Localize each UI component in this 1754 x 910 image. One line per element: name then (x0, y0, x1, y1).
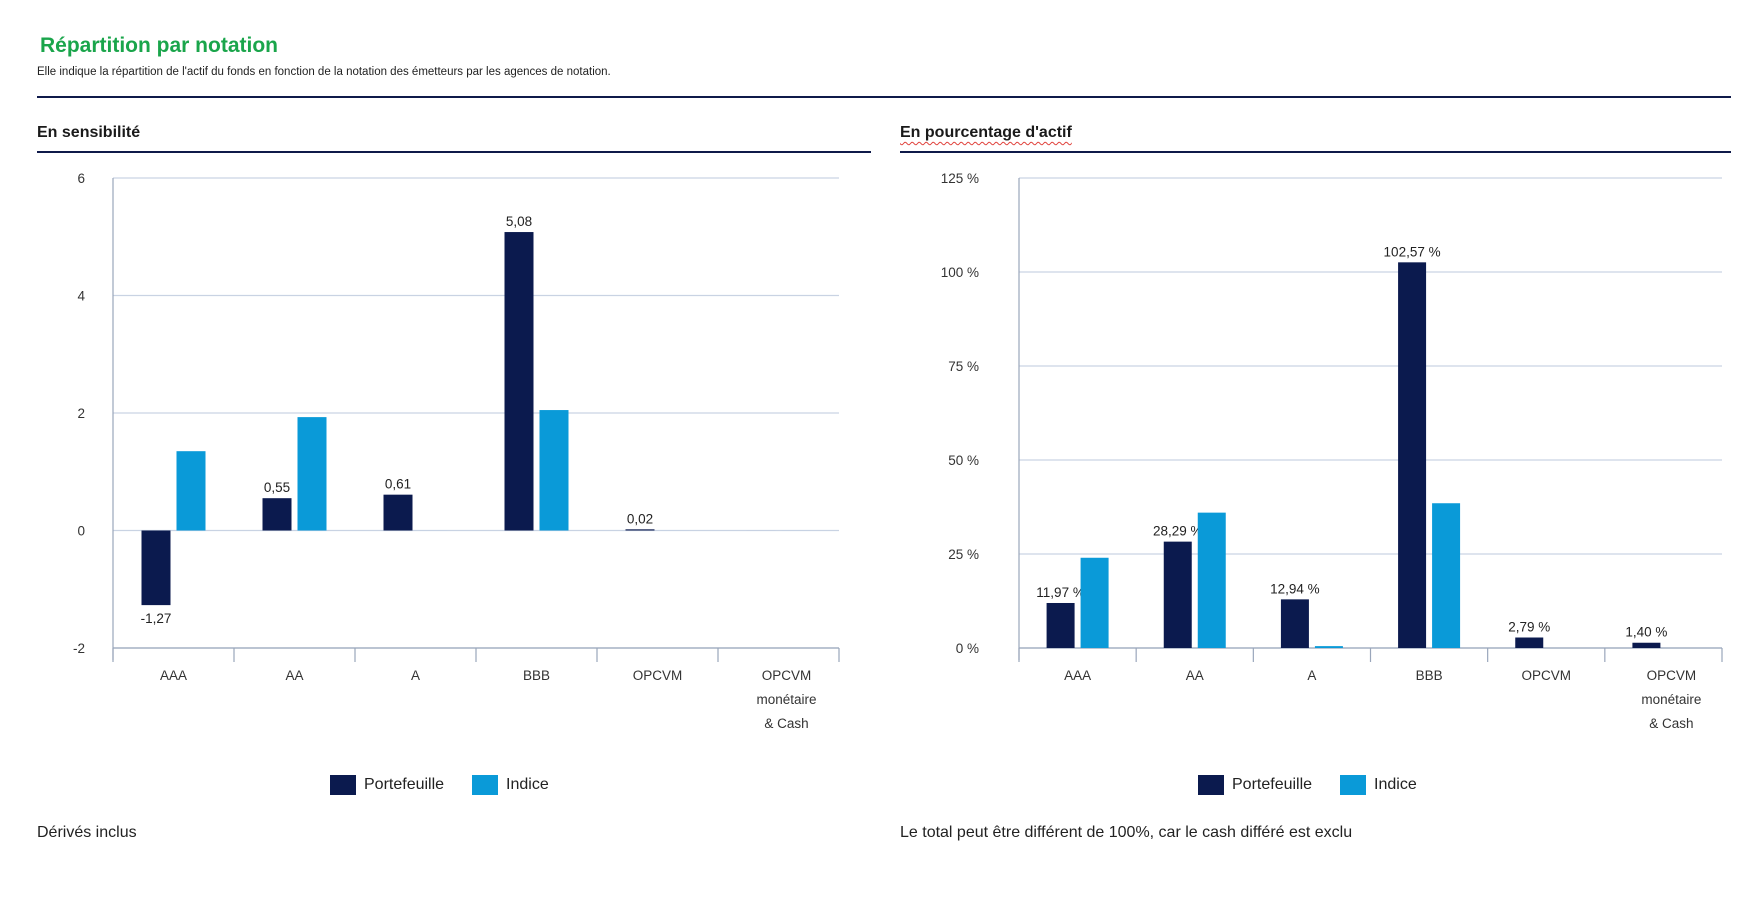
x-tick-label: AAA (1064, 668, 1091, 683)
y-tick-label: 4 (77, 289, 85, 304)
legend-item-portefeuille: Portefeuille (1198, 775, 1312, 795)
bar-portefeuille (1046, 602, 1075, 648)
data-label: 28,29 % (1153, 524, 1203, 539)
x-tick-label: OPCVM (633, 668, 683, 683)
chart-pourcentage-actif: 0 %25 %50 %75 %100 %125 %11,97 %AAA28,29… (941, 171, 1723, 731)
x-tick-label: monétaire (1641, 692, 1701, 707)
legend-swatch-portefeuille (330, 775, 356, 795)
legend-label-portefeuille: Portefeuille (364, 776, 445, 793)
y-tick-label: 6 (77, 171, 85, 186)
data-label: 0,55 (264, 480, 290, 495)
data-label: 1,40 % (1625, 625, 1667, 640)
x-tick-label: BBB (523, 668, 550, 683)
bar-indice (539, 410, 569, 531)
note-derives: Dérivés inclus (37, 824, 137, 841)
bar-indice (1197, 512, 1226, 648)
bar-indice (1314, 646, 1343, 648)
data-label: 0,02 (627, 511, 653, 526)
bar-portefeuille (262, 498, 292, 531)
data-label: 5,08 (506, 214, 532, 229)
chart-title-pourcentage: En pourcentage d'actif (900, 124, 1072, 141)
y-tick-label: 25 % (948, 547, 979, 562)
x-tick-label: AAA (160, 668, 187, 683)
header-divider (37, 96, 1731, 98)
x-tick-label: A (1307, 668, 1316, 683)
bar-portefeuille (625, 529, 655, 531)
y-tick-label: 0 % (956, 641, 979, 656)
y-tick-label: 0 (77, 524, 85, 539)
x-tick-label: & Cash (764, 716, 808, 731)
x-tick-label: AA (1186, 668, 1204, 683)
x-tick-label: OPCVM (1647, 668, 1697, 683)
bar-portefeuille (383, 494, 413, 531)
y-tick-label: 75 % (948, 359, 979, 374)
x-tick-label: monétaire (756, 692, 816, 707)
legend-label-indice: Indice (1374, 776, 1417, 793)
data-label: 0,61 (385, 477, 411, 492)
bar-indice (1432, 503, 1461, 648)
legend-item-indice: Indice (1340, 775, 1417, 795)
x-tick-label: & Cash (1649, 716, 1693, 731)
note-total: Le total peut être différent de 100%, ca… (900, 824, 1353, 841)
data-label: 2,79 % (1508, 620, 1550, 635)
bar-indice (297, 417, 327, 531)
legend-sensibilite: Portefeuille Indice (330, 775, 577, 795)
y-tick-label: 125 % (941, 171, 979, 186)
chart-sensibilite: -2 0 2 4 6 -1,27 AAA 0,55 AA 0,61 A 5,08 BBB 0,02 OPCV… (73, 171, 840, 731)
chart-divider-pourcentage (900, 151, 1731, 153)
y-tick-label: 100 % (941, 265, 979, 280)
data-label: 102,57 % (1384, 244, 1441, 259)
legend-swatch-indice (1340, 775, 1367, 795)
legend-swatch-portefeuille (1198, 775, 1224, 795)
bar-portefeuille (141, 530, 171, 606)
y-tick-label: 50 % (948, 453, 979, 468)
bar-indice (1080, 557, 1109, 648)
x-tick-label: AA (285, 668, 303, 683)
legend-swatch-indice (472, 775, 499, 795)
bar-portefeuille (1398, 262, 1427, 648)
bar-indice (176, 451, 206, 531)
x-tick-label: OPCVM (762, 668, 812, 683)
data-label: 12,94 % (1270, 581, 1320, 596)
legend-label-portefeuille: Portefeuille (1232, 776, 1313, 793)
data-label: 11,97 % (1036, 585, 1085, 600)
bar-portefeuille (1515, 637, 1544, 648)
chart-title-sensibilite: En sensibilité (37, 124, 141, 141)
data-label: -1,27 (141, 611, 172, 626)
bar-portefeuille (1280, 599, 1309, 648)
y-tick-label: 2 (77, 406, 85, 421)
bar-portefeuille (504, 232, 534, 531)
chart-divider-sensibilite (37, 151, 871, 153)
legend-item-indice: Indice (472, 775, 549, 795)
legend-pourcentage: Portefeuille Indice (1198, 775, 1445, 795)
bar-portefeuille (1632, 642, 1661, 648)
x-tick-label: OPCVM (1521, 668, 1571, 683)
legend-item-portefeuille: Portefeuille (330, 775, 444, 795)
x-tick-label: BBB (1416, 668, 1443, 683)
page-subtitle: Elle indique la répartition de l'actif d… (37, 66, 611, 78)
x-tick-label: A (411, 668, 420, 683)
y-tick-label: -2 (73, 641, 85, 656)
legend-label-indice: Indice (506, 776, 549, 793)
page-title: Répartition par notation (40, 34, 278, 57)
bar-portefeuille (1163, 541, 1192, 648)
